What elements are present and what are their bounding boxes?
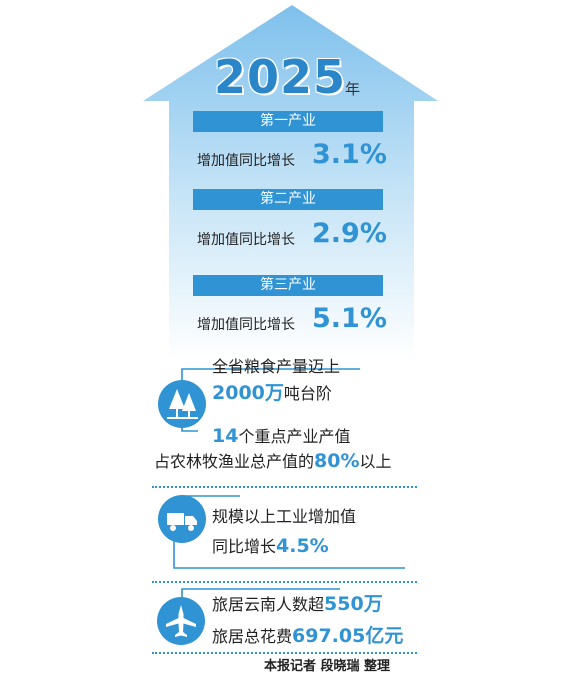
grain-output-line2: 2000万吨台阶 <box>212 378 332 405</box>
divider <box>152 486 417 488</box>
tourists-unit: 万 <box>363 593 383 615</box>
spending-value: 697.05 <box>292 625 366 647</box>
tourists-line: 旅居云南人数超550万 <box>212 589 383 616</box>
industry-value-primary: 3.1% <box>312 139 387 170</box>
truck-icon <box>158 495 206 543</box>
key-industries-text: 个重点产业产值 <box>238 427 351 446</box>
spending-unit: 亿元 <box>365 625 404 647</box>
tourists-value: 550 <box>324 593 364 615</box>
industrial-value-line2: 同比增长4.5% <box>212 533 329 557</box>
tourism-bracket <box>181 588 340 599</box>
share-prefix: 占农林牧渔业总产值的 <box>154 452 315 471</box>
industry-metric-primary: 增加值同比增长 <box>197 153 295 169</box>
industry-metric-secondary: 增加值同比增长 <box>197 232 295 248</box>
industrial-growth-prefix: 同比增长 <box>212 537 277 556</box>
industrial-growth-value: 4.5% <box>276 535 329 557</box>
year-unit: 年 <box>345 80 361 98</box>
airplane-icon <box>157 597 205 645</box>
key-industries-value: 14 <box>212 425 239 447</box>
industry-label-tertiary: 第三产业 <box>193 275 383 296</box>
year-value: 2025 <box>214 50 347 104</box>
share-line: 占农林牧渔业总产值的80%以上 <box>154 448 392 472</box>
spending-prefix: 旅居总花费 <box>212 627 293 646</box>
grain-output-rest: 吨台阶 <box>283 384 332 403</box>
industrial-value-line1: 规模以上工业增加值 <box>212 507 357 526</box>
share-suffix: 以上 <box>359 452 392 471</box>
divider <box>152 652 417 654</box>
grain-output-unit: 万 <box>264 382 284 404</box>
industry-label-primary: 第一产业 <box>193 111 383 132</box>
share-value: 80% <box>314 450 360 472</box>
trees-icon <box>158 380 206 428</box>
credit-line: 本报记者 段晓瑞 整理 <box>264 659 391 674</box>
industry-label-secondary: 第二产业 <box>193 189 383 210</box>
industry-value-secondary: 2.9% <box>312 218 387 249</box>
industry-metric-tertiary: 增加值同比增长 <box>197 317 295 333</box>
tourists-prefix: 旅居云南人数超 <box>212 595 325 614</box>
industry-value-tertiary: 5.1% <box>312 303 387 334</box>
spending-line: 旅居总花费697.05亿元 <box>212 621 403 648</box>
grain-output-line1: 全省粮食产量迈上 <box>212 357 341 376</box>
divider <box>152 581 417 583</box>
key-industries-line: 14个重点产业产值 <box>212 423 350 447</box>
grain-output-value: 2000 <box>212 382 265 404</box>
